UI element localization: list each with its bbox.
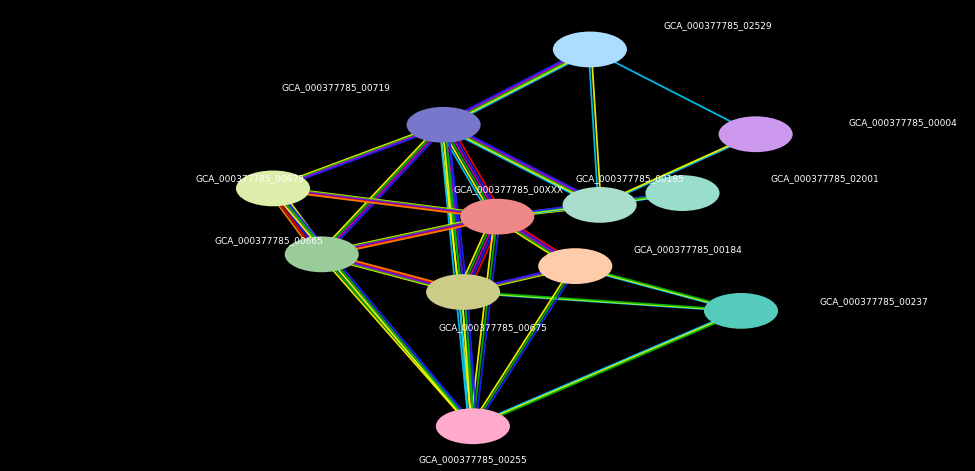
Circle shape [236, 171, 310, 206]
Text: GCA_000377785_00665: GCA_000377785_00665 [214, 236, 324, 245]
Circle shape [719, 116, 793, 152]
Circle shape [563, 187, 637, 223]
Circle shape [436, 408, 510, 444]
Circle shape [285, 236, 359, 272]
Circle shape [645, 175, 720, 211]
Text: GCA_000377785_00184: GCA_000377785_00184 [634, 245, 743, 254]
Circle shape [704, 293, 778, 329]
Circle shape [460, 199, 534, 235]
Text: GCA_000377785_00255: GCA_000377785_00255 [418, 455, 527, 464]
Text: GCA_000377785_00673: GCA_000377785_00673 [195, 174, 304, 184]
Text: GCA_000377785_00185: GCA_000377785_00185 [575, 174, 684, 184]
Text: GCA_000377785_00719: GCA_000377785_00719 [281, 82, 390, 92]
Circle shape [426, 274, 500, 310]
Circle shape [553, 32, 627, 67]
Text: GCA_000377785_02529: GCA_000377785_02529 [663, 21, 771, 31]
Text: GCA_000377785_00675: GCA_000377785_00675 [439, 323, 548, 332]
Text: GCA_000377785_00XXX: GCA_000377785_00XXX [453, 185, 564, 194]
Text: GCA_000377785_02001: GCA_000377785_02001 [770, 174, 879, 184]
Circle shape [407, 107, 481, 143]
Circle shape [538, 248, 612, 284]
Text: GCA_000377785_00237: GCA_000377785_00237 [819, 297, 928, 306]
Text: GCA_000377785_00004: GCA_000377785_00004 [848, 118, 957, 127]
